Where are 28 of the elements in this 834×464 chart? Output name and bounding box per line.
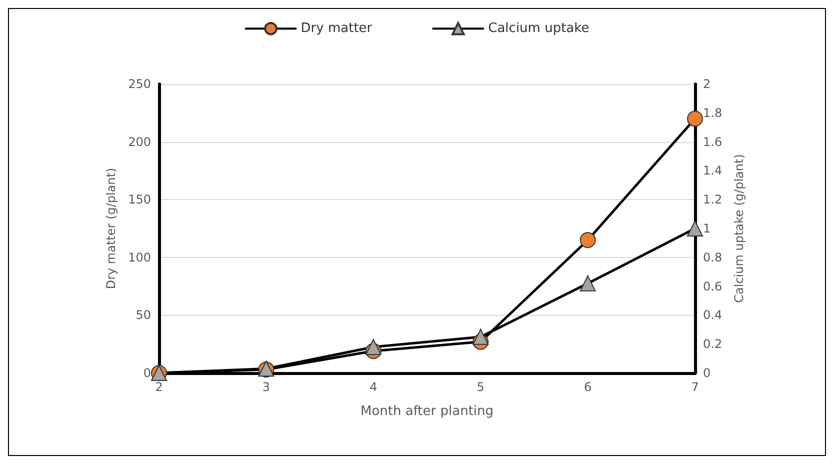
y2-tick-label: 1.6 — [703, 134, 722, 149]
y2-tick-label: 0.2 — [703, 337, 722, 352]
y2-tick-label: 1.2 — [703, 192, 722, 207]
x-tick-label: 4 — [370, 380, 378, 394]
y2-tick-label: 2 — [703, 77, 711, 91]
x-tick-label: 7 — [691, 380, 699, 394]
legend-label: Dry matter — [300, 21, 373, 36]
y2-tick-label: 0.6 — [703, 279, 722, 294]
x-tick-label: 3 — [262, 380, 270, 394]
legend-label: Calcium uptake — [488, 21, 590, 36]
x-axis-title: Month after planting — [360, 404, 494, 419]
x-tick-label: 6 — [584, 380, 592, 394]
x-tick-label: 2 — [155, 380, 163, 394]
y2-tick-label: 0.4 — [703, 308, 722, 322]
y2-tick-label: 0 — [703, 366, 711, 380]
y2-tick-label: 0.8 — [703, 250, 722, 264]
y-tick-label: 250 — [128, 77, 151, 91]
x-tick-label: 5 — [476, 380, 484, 394]
y-tick-label: 50 — [136, 308, 151, 322]
y-axis-title: Dry matter (g/plant) — [104, 168, 118, 290]
y2-tick-label: 1.4 — [703, 164, 722, 178]
y2-axis-title: Calcium uptake (g/plant) — [732, 154, 746, 303]
y-tick-label: 0 — [143, 366, 151, 380]
y-tick-label: 100 — [128, 250, 151, 264]
y-tick-label: 200 — [128, 134, 151, 149]
y-tick-label: 150 — [128, 192, 151, 207]
y2-tick-label: 1.8 — [703, 106, 722, 120]
y2-tick-label: 1 — [703, 222, 711, 236]
